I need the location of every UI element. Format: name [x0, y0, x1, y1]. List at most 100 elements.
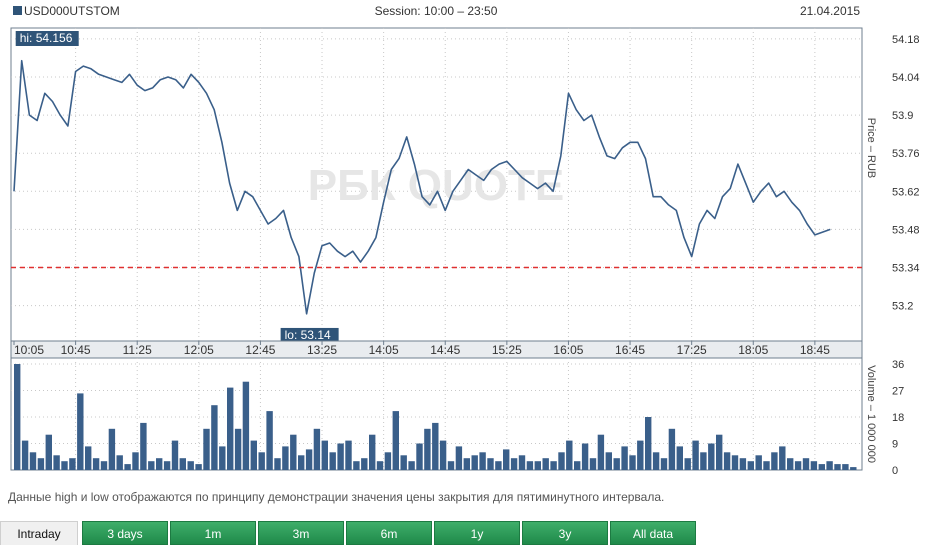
volume-bar: [132, 452, 139, 470]
volume-tick-label: 36: [892, 359, 904, 371]
volume-bar: [550, 461, 557, 470]
tab-3y[interactable]: 3y: [522, 521, 608, 545]
volume-bar: [258, 452, 265, 470]
volume-bar: [92, 458, 100, 470]
volume-bar: [850, 467, 857, 470]
volume-bar: [802, 458, 810, 470]
volume-bar: [250, 440, 257, 470]
volume-tick-label: 18: [892, 412, 904, 424]
volume-bar: [179, 458, 186, 470]
volume-bar: [589, 458, 597, 470]
volume-bar: [542, 458, 549, 470]
price-tick-label: 53.48: [892, 224, 920, 236]
date-label: 21.04.2015: [800, 4, 860, 18]
time-tick-label: 13:25: [307, 343, 337, 357]
volume-bar: [495, 461, 502, 470]
volume-bar: [337, 443, 344, 470]
time-tick-label: 15:25: [492, 343, 522, 357]
volume-bar: [787, 458, 794, 470]
volume-bar: [321, 440, 328, 470]
tab-3m[interactable]: 3m: [258, 521, 344, 545]
tab-1m[interactable]: 1m: [170, 521, 256, 545]
symbol-square-icon: [13, 6, 22, 15]
volume-bar: [14, 364, 21, 470]
price-tick-label: 53.2: [892, 301, 913, 313]
volume-bar: [574, 461, 581, 470]
volume-bar: [100, 461, 108, 470]
volume-bar: [621, 446, 628, 470]
volume-bar: [85, 446, 92, 470]
tab-1y[interactable]: 1y: [434, 521, 520, 545]
volume-tick-label: 0: [892, 465, 898, 477]
volume-bar: [581, 443, 589, 470]
volume-bar: [834, 464, 841, 470]
volume-bar: [463, 458, 470, 470]
time-tick-label: 18:05: [738, 343, 768, 357]
volume-bar: [298, 455, 305, 470]
volume-y-axis: 36 27 18 9 0: [892, 359, 904, 477]
volume-bar: [534, 461, 541, 470]
tab-3-days[interactable]: 3 days: [82, 521, 168, 545]
volume-bar: [242, 381, 250, 470]
volume-bar: [163, 461, 171, 470]
volume-plot: [14, 364, 857, 470]
footnote: Данные high и low отображаются по принци…: [8, 490, 665, 504]
price-plot: hi: 54.156 lo: 53.14: [11, 31, 862, 343]
volume-bar: [447, 461, 455, 470]
volume-bar: [747, 461, 754, 470]
volume-bar: [266, 411, 273, 470]
volume-bar: [818, 464, 825, 470]
volume-bar: [29, 452, 37, 470]
volume-tick-label: 9: [892, 439, 898, 451]
volume-bar: [37, 458, 45, 470]
volume-bar: [305, 449, 313, 470]
volume-bar: [53, 455, 60, 470]
tab-all-data[interactable]: All data: [610, 521, 696, 545]
volume-bar: [652, 452, 660, 470]
time-tick-label: 10:45: [61, 343, 91, 357]
price-panel: [10, 27, 863, 342]
volume-bar: [353, 461, 360, 470]
time-tick-label: 12:05: [184, 343, 214, 357]
volume-bar: [61, 461, 68, 470]
volume-bar: [416, 443, 423, 470]
time-tick-label: 14:05: [369, 343, 399, 357]
volume-bar: [219, 446, 226, 470]
price-tick-label: 54.04: [892, 72, 920, 84]
volume-bar: [108, 428, 116, 470]
time-axis: 10:05 10:45 11:25 12:05 12:45 13:25 14:05 14:45…: [13, 341, 830, 357]
volume-bar: [140, 422, 147, 470]
volume-bar: [684, 458, 691, 470]
lo-label-bg: [280, 327, 339, 343]
price-tick-label: 53.76: [892, 148, 920, 160]
volume-bar: [716, 434, 723, 470]
volume-bar: [566, 440, 573, 470]
volume-bar: [842, 464, 849, 470]
time-tick-label: 16:45: [615, 343, 645, 357]
volume-bar: [455, 446, 463, 470]
volume-bar: [471, 455, 478, 470]
volume-grid: [11, 358, 862, 470]
volume-bar: [510, 458, 518, 470]
volume-bar: [668, 428, 676, 470]
volume-axis-label: Volume – 1 000 000: [865, 365, 877, 463]
volume-bar: [282, 446, 289, 470]
volume-bar: [487, 458, 494, 470]
volume-bar: [645, 417, 652, 470]
volume-bar: [629, 455, 636, 470]
volume-bar: [171, 440, 179, 470]
hi-marker: hi: 54.156: [15, 31, 79, 46]
volume-bar: [329, 452, 336, 470]
tab-intraday[interactable]: Intraday: [0, 521, 78, 545]
volume-bar: [526, 461, 534, 470]
volume-bar: [290, 434, 297, 470]
time-tick-label: 12:45: [245, 343, 275, 357]
range-tabs: Intraday 3 days 1m 3m 6m 1y 3y All data: [0, 521, 929, 545]
volume-bar: [227, 387, 234, 470]
tab-6m[interactable]: 6m: [346, 521, 432, 545]
time-tick-label: 10:05: [14, 343, 44, 357]
volume-bar: [195, 464, 202, 470]
price-series-line: [13, 59, 831, 315]
volume-bar: [518, 455, 526, 470]
price-grid: [11, 28, 862, 341]
